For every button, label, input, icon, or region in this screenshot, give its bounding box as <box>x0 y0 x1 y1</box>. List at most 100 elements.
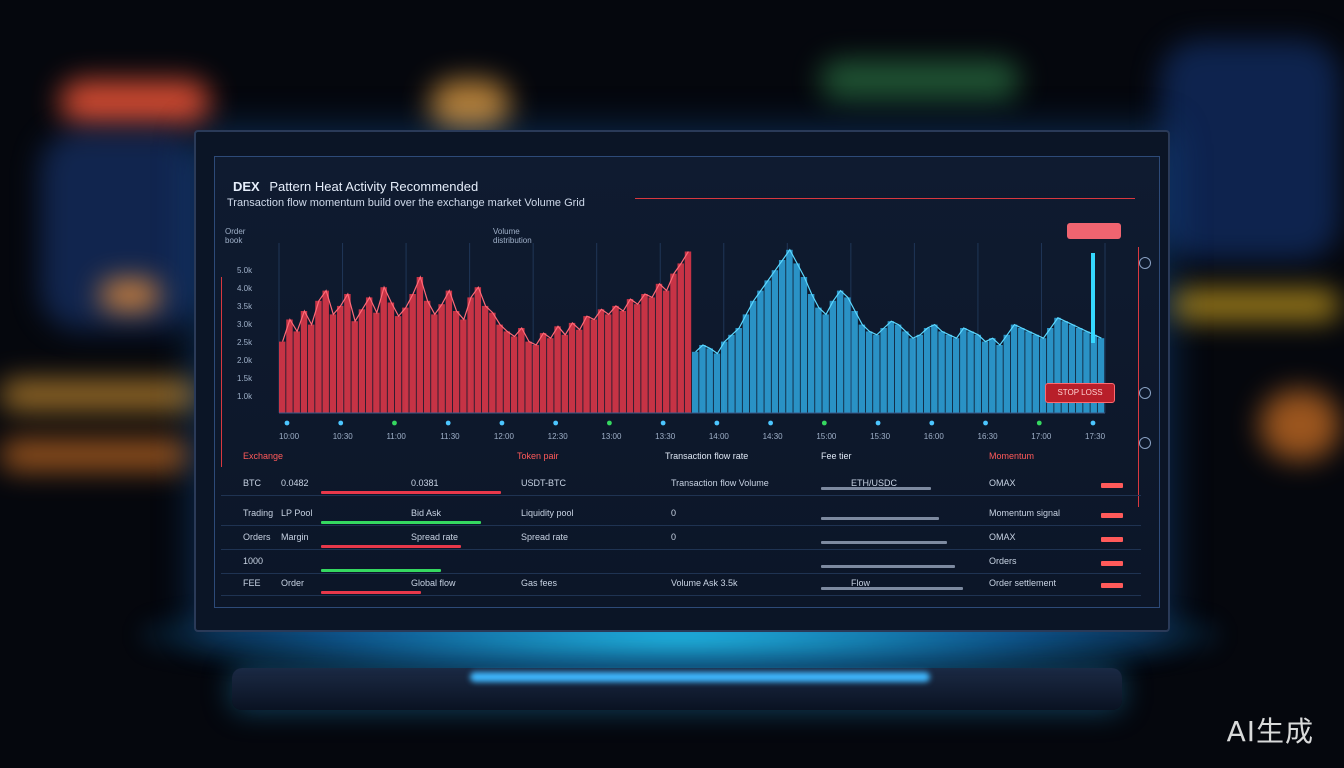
bg-glow-yellow <box>1170 290 1340 320</box>
sell-bar <box>568 322 576 413</box>
alert-badge[interactable] <box>1067 223 1121 239</box>
buy-bar <box>981 341 989 413</box>
sell-bar <box>648 297 655 413</box>
sell-bar <box>452 311 460 413</box>
chart-label-left: Order book <box>225 227 246 245</box>
buy-bar <box>960 328 967 413</box>
clock-icon[interactable] <box>1139 437 1151 449</box>
timeline-dot <box>553 420 559 426</box>
sell-bar <box>387 302 395 413</box>
sell-bar <box>336 305 344 413</box>
right-accent-line <box>1138 247 1139 507</box>
cell-c4: USDT-BTC <box>521 478 566 488</box>
timeline-dot <box>1090 420 1096 426</box>
cell-c2: Margin <box>281 532 309 542</box>
table-row[interactable]: Orders Margin Spread rate Spread rate 0 OMAX <box>221 527 1141 550</box>
row-status-bar <box>1101 561 1123 566</box>
cell-c1: 1000 <box>243 556 264 566</box>
buy-bar <box>829 300 837 413</box>
sell-bar <box>626 299 634 413</box>
cell-c7: Momentum signal <box>989 508 1061 518</box>
buy-bar <box>865 331 873 413</box>
sell-bar <box>286 319 293 413</box>
x-tick-label: 11:00 <box>386 432 406 441</box>
sell-bar <box>293 331 300 413</box>
buy-bar <box>887 321 895 413</box>
buy-bar <box>735 328 742 413</box>
sell-bar <box>677 263 684 413</box>
header-token-pair[interactable]: Token pair <box>517 451 559 461</box>
buy-bar <box>699 345 706 413</box>
sell-bar <box>358 309 366 413</box>
settings-icon[interactable] <box>1139 257 1151 269</box>
sell-line <box>282 251 689 346</box>
stand-light <box>470 672 930 682</box>
x-tick-label: 17:00 <box>1031 432 1052 441</box>
cell-c3: Spread rate <box>411 532 459 542</box>
sell-bar <box>518 328 525 413</box>
table-row[interactable]: Trading LP Pool Bid Ask Liquidity pool 0 Mome… <box>221 503 1141 526</box>
row-flow-bar <box>321 491 501 494</box>
row-flow-bar <box>321 591 421 594</box>
cell-c4: Spread rate <box>521 532 569 542</box>
bg-glow-orange-right <box>1260 390 1340 460</box>
header-momentum[interactable]: Momentum <box>989 451 1035 461</box>
buy-bar <box>989 338 996 413</box>
buy-bar <box>1068 324 1076 413</box>
sell-bar <box>684 251 692 413</box>
cell-c3: 0.0381 <box>411 478 439 488</box>
buy-bar <box>902 331 909 413</box>
buy-bar <box>1054 317 1061 413</box>
buy-bar <box>1039 338 1047 413</box>
timeline-dot <box>338 420 344 426</box>
stop-loss-badge[interactable]: STOP LOSS <box>1045 383 1115 403</box>
buy-bar <box>873 334 880 413</box>
buy-bar <box>800 277 808 413</box>
buy-bar <box>894 324 902 413</box>
buy-bar <box>786 249 793 413</box>
timeline-dot <box>929 420 935 426</box>
buy-line <box>695 248 1102 355</box>
sell-bar <box>373 312 380 413</box>
table-row[interactable]: FEE Order Global flow Gas fees Volume Ask 3.… <box>221 573 1141 596</box>
header-fee-tier[interactable]: Fee tier <box>821 451 852 461</box>
buy-bar <box>851 311 858 413</box>
buy-bar <box>880 328 887 413</box>
row-status-bar <box>1101 583 1123 588</box>
buy-bar <box>1090 334 1097 413</box>
buy-bar <box>1025 331 1032 413</box>
cell-c6: ETH/USDC <box>851 478 898 488</box>
page-subtitle: Transaction flow momentum build over the… <box>227 197 585 209</box>
buy-bar <box>1032 334 1039 413</box>
row-volume-bar <box>821 517 939 520</box>
cell-c5: Volume Ask 3.5k <box>671 578 738 588</box>
row-volume-bar <box>821 541 947 544</box>
buy-bar <box>1061 321 1068 413</box>
chart-svg: 5.0k 4.0k 3.5k 3.0k 2.5k 2.0k 1.5k 1.0k 10:00 10:… <box>237 243 1106 441</box>
cell-c1: FEE <box>243 578 261 588</box>
row-flow-bar <box>321 521 481 524</box>
cell-c3: Bid Ask <box>411 508 442 518</box>
buy-bar <box>713 353 721 413</box>
chart-label-mid: Volume distribution <box>493 227 532 245</box>
refresh-icon[interactable] <box>1139 387 1151 399</box>
x-tick-label: 12:30 <box>548 432 569 441</box>
cell-c7: Order settlement <box>989 578 1057 588</box>
sell-bar <box>460 319 467 413</box>
header-flow-rate[interactable]: Transaction flow rate <box>665 451 749 461</box>
sell-bar <box>300 311 308 413</box>
row-status-bar <box>1101 483 1123 488</box>
buy-bar <box>815 307 822 413</box>
title-text: Pattern Heat Activity Recommended <box>269 179 479 194</box>
table-row[interactable]: 1000 Orders <box>221 551 1141 574</box>
y-tick-label: 4.0k <box>237 284 253 293</box>
y-tick-label: 5.0k <box>237 266 253 275</box>
header-exchange[interactable]: Exchange <box>243 451 284 461</box>
timeline-dot <box>445 420 451 426</box>
buy-bar <box>692 351 699 413</box>
row-flow-bar <box>321 545 461 548</box>
sell-bar <box>554 326 561 413</box>
row-flow-bar <box>321 569 441 572</box>
table-row[interactable]: BTC 0.0482 0.0381 USDT-BTC Transaction flow … <box>221 473 1141 496</box>
bg-glow-red <box>60 80 210 124</box>
